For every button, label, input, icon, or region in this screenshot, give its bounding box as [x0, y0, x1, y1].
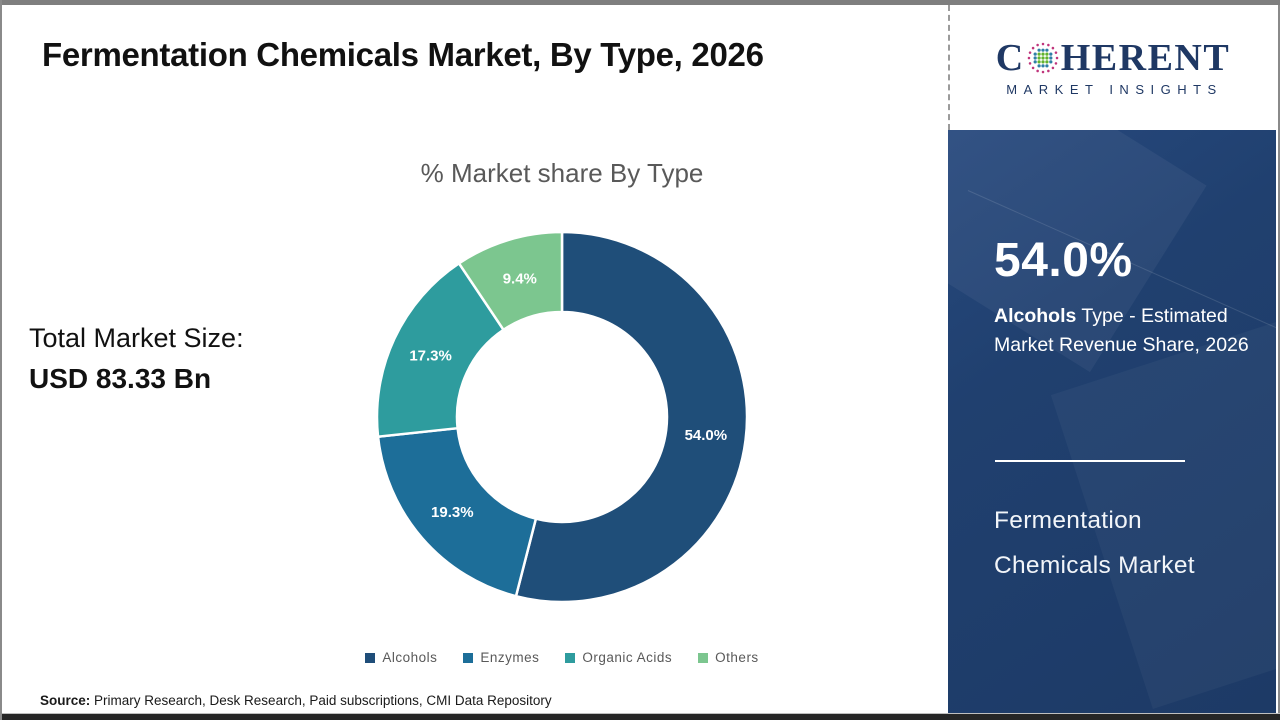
source-text: Primary Research, Desk Research, Paid su…: [90, 693, 552, 708]
globe-dot: [1041, 55, 1045, 60]
globe-dot: [1033, 59, 1037, 64]
donut-slice-label: 19.3%: [431, 504, 474, 521]
page-title: Fermentation Chemicals Market, By Type, …: [42, 36, 764, 73]
globe-dot: [1041, 63, 1045, 67]
globe-dot: [1045, 51, 1049, 56]
legend-label: Others: [715, 650, 759, 665]
legend-swatch: [365, 652, 376, 663]
globe-dot: [1027, 56, 1030, 59]
report-name: Fermentation Chemicals Market: [994, 507, 1195, 580]
donut-chart-container: 54.0% 19.3% 17.3% 9.4%: [362, 217, 762, 617]
globe-dot: [1037, 51, 1041, 56]
globe-dot: [1055, 56, 1059, 59]
sidebar-panel: 54.0% Alcohols Type - Estimated Market R…: [948, 130, 1276, 713]
globe-dot: [1051, 46, 1054, 49]
legend-label: Enzymes: [480, 650, 540, 665]
globe-dot: [1045, 48, 1049, 52]
total-market-size-label: Total Market Size:: [29, 323, 244, 353]
globe-dot: [1045, 59, 1049, 64]
globe-dot: [1031, 46, 1035, 49]
globe-dot: [1046, 43, 1050, 46]
globe-dot: [1041, 51, 1045, 56]
donut-slice-label: 17.3%: [409, 348, 452, 365]
globe-dot: [1046, 69, 1050, 72]
stat-category: Alcohols: [994, 305, 1077, 327]
stat-description-rest: Type - Estimated Market Revenue Share, 2…: [994, 305, 1249, 357]
legend-item-enzymes: Enzymes: [463, 650, 539, 665]
globe-dot: [1031, 66, 1035, 69]
chart-title: % Market share By Type: [420, 158, 704, 188]
globe-dot: [1033, 55, 1037, 60]
sidebar: C HERENT MARKET INSIGHTS 54.0% Alcohols …: [948, 5, 1276, 713]
globe-dot: [1028, 50, 1032, 54]
total-market-size-value: USD 83.33 Bn: [29, 363, 212, 394]
donut-slice-label: 54.0%: [685, 427, 728, 444]
globe-dot: [1037, 59, 1041, 64]
legend-swatch: [565, 652, 576, 663]
legend-label: Alcohols: [382, 650, 438, 665]
top-border-bar: [2, 0, 1280, 5]
chart-area: Fermentation Chemicals Market, By Type, …: [4, 5, 950, 713]
logo-word-start: C: [995, 36, 1025, 79]
donut-slice-enzymes: [376, 426, 538, 598]
legend-swatch: [698, 652, 709, 663]
globe-dot: [1045, 55, 1049, 60]
globe-dot: [1054, 50, 1057, 54]
headline-stat-description: Alcohols Type - Estimated Market Revenue…: [994, 302, 1256, 361]
globe-dot: [1033, 51, 1037, 56]
donut-slice-alcohols: [514, 230, 749, 604]
total-market-size-block: Total Market Size: USD 83.33 Bn: [29, 323, 244, 395]
globe-dot: [1054, 61, 1057, 65]
source-label: Source:: [40, 693, 91, 708]
legend-label: Organic Acids: [582, 650, 673, 665]
globe-dot: [1051, 66, 1054, 69]
globe-dot: [1041, 48, 1045, 52]
globe-dot: [1041, 59, 1045, 64]
globe-dot: [1036, 69, 1039, 72]
bottom-border-bar: [2, 713, 1280, 720]
globe-dot: [1048, 55, 1053, 60]
globe-dot: [1045, 63, 1049, 67]
brand-logo: C HERENT MARKET INSIGHTS: [948, 5, 1276, 130]
legend-item-others: Others: [698, 650, 759, 665]
source-note: Source: Primary Research, Desk Research,…: [40, 693, 552, 708]
globe-dot: [1048, 51, 1053, 56]
globe-dot: [1048, 59, 1053, 64]
globe-dot: [1037, 48, 1041, 52]
logo-word-end: HERENT: [1060, 36, 1231, 79]
donut-slice-label: 9.4%: [503, 270, 537, 287]
headline-stat-value: 54.0%: [994, 234, 1133, 287]
globe-dots-icon: [1027, 42, 1059, 73]
globe-dot: [1041, 70, 1045, 73]
legend-swatch: [463, 652, 474, 663]
donut-slice-others: [457, 230, 564, 332]
logo-subtitle: MARKET INSIGHTS: [1006, 81, 1223, 97]
legend-item-alcohols: Alcohols: [365, 650, 437, 665]
globe-dot: [1037, 55, 1041, 60]
sidebar-divider: [995, 460, 1185, 462]
legend-item-organic-acids: Organic Acids: [565, 650, 672, 665]
globe-dot: [1028, 61, 1032, 65]
globe-dot: [1036, 43, 1039, 46]
chart-legend: Alcohols Enzymes Organic Acids Others: [262, 650, 862, 665]
globe-dot: [1037, 63, 1041, 67]
donut-chart: 54.0% 19.3% 17.3% 9.4%: [375, 230, 749, 604]
globe-dot: [1041, 42, 1045, 45]
brand-logo-wordmark: C HERENT: [996, 39, 1230, 77]
